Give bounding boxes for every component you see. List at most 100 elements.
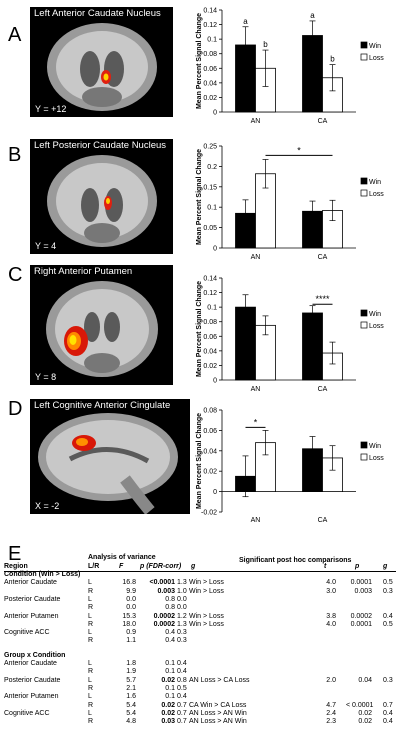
cell-f: 0.9 <box>126 629 136 637</box>
cell-region: Anterior Caudate <box>4 660 57 667</box>
y-tick-label: 0.06 <box>203 66 217 73</box>
y-axis-label: Mean Percent Signal Change <box>196 413 203 509</box>
brain-image-c: Y = 8 Right Anterior Putamen <box>30 265 173 385</box>
cell-lr: L <box>88 629 92 637</box>
legend-swatch-loss <box>360 453 368 461</box>
cell-t: 2.0 <box>326 676 336 684</box>
cell-p: 0.1 <box>165 660 175 667</box>
cell-region: Posterior Caudate <box>4 676 61 684</box>
cell-g2: 0.5 <box>383 620 393 628</box>
cell-f: 4.8 <box>126 718 136 726</box>
coronal-brain-scan-a <box>47 23 157 111</box>
x-category-label: CA <box>318 386 328 393</box>
table-row: Cognitive ACC L 0.9 0.4 0.3 <box>4 629 399 639</box>
cell-lr: R <box>88 701 94 709</box>
cell-p: <0.0001 <box>149 579 176 587</box>
brain-coord-b: Y = 4 <box>35 241 57 251</box>
legend-swatch-win <box>360 309 368 317</box>
header-region: Region <box>4 563 28 570</box>
legend-swatch-loss <box>360 53 368 61</box>
cell-g: 0.7 <box>177 709 187 717</box>
brain-image-d: Left Cognitive Anterior Cingulate X = -2 <box>30 399 190 514</box>
header-lr: L/R <box>88 563 100 570</box>
cell-g: 1.3 <box>177 620 187 628</box>
cell-p2: 0.04 <box>358 676 372 684</box>
cell-t: 4.0 <box>326 579 336 587</box>
cell-g: 0.0 <box>177 595 187 603</box>
cell-p2: 0.0001 <box>350 620 372 628</box>
y-tick-label: 0.06 <box>203 334 217 341</box>
brain-title-d: Left Cognitive Anterior Cingulate <box>34 400 171 411</box>
stats-table-title-anova: Analysis of variance <box>88 554 156 561</box>
y-tick-label: 0.08 <box>203 51 217 58</box>
header-g2: g <box>383 563 388 570</box>
cell-f: 5.4 <box>126 701 136 709</box>
legend-swatch-loss <box>360 321 368 329</box>
cell-lr: R <box>88 587 94 595</box>
cell-comp: CA Win > CA Loss <box>189 701 247 709</box>
cell-p2: 0.02 <box>358 709 372 717</box>
table-row: R 1.9 0.1 0.4 <box>4 668 399 678</box>
table-row: Anterior Caudate L 16.8 <0.0001 1.3 Win > Los… <box>4 579 399 589</box>
cell-g: 0.0 <box>177 604 187 612</box>
cell-f: 16.8 <box>122 579 136 587</box>
table-row: Anterior Putamen L 15.3 0.0002 1.2 Win > Loss… <box>4 613 399 623</box>
table-row: Anterior Putamen L 1.6 0.1 0.4 <box>4 693 399 703</box>
table-row: Posterior Caudate L 0.0 0.8 0.0 <box>4 596 399 606</box>
y-tick-label: 0.1 <box>207 305 217 312</box>
cell-f: 15.3 <box>122 612 136 620</box>
cell-lr: R <box>88 668 94 676</box>
header-t: t <box>324 563 327 570</box>
cell-p: 0.02 <box>161 709 175 717</box>
cell-lr: L <box>88 709 92 717</box>
cell-lr: R <box>88 637 94 645</box>
y-tick-label: 0.08 <box>203 408 217 415</box>
table-row: R 1.1 0.4 0.3 <box>4 637 399 647</box>
cell-g2: 0.4 <box>383 718 393 726</box>
x-category-label: AN <box>251 254 261 261</box>
brain-title-c: Right Anterior Putamen <box>34 266 133 277</box>
cell-t: 2.3 <box>326 718 336 726</box>
cell-lr: R <box>88 604 94 612</box>
y-axis-label: Mean Percent Signal Change <box>196 149 203 245</box>
panel-letter-b: B <box>8 144 22 166</box>
y-tick-label: 0.04 <box>203 80 217 87</box>
significance-letter: b <box>263 40 268 49</box>
stats-table-header: Region L/R F p (FDR-corr) g t p g <box>4 563 399 573</box>
cell-g: 0.4 <box>177 660 187 667</box>
cell-f: 18.0 <box>122 620 136 628</box>
x-category-label: CA <box>318 118 328 125</box>
cell-lr: L <box>88 579 92 587</box>
cell-comp: AN Loss > CA Loss <box>189 676 250 684</box>
significance-marker: **** <box>315 294 330 304</box>
panel-letter-a: A <box>8 24 22 46</box>
y-tick-label: 0.1 <box>207 205 217 212</box>
brain-coord-d: X = -2 <box>35 501 60 511</box>
cell-lr: R <box>88 718 94 726</box>
legend-label-loss: Loss <box>369 323 384 330</box>
cell-g2: 0.7 <box>383 701 393 709</box>
cell-p2: 0.0002 <box>350 612 372 620</box>
y-tick-label: 0.25 <box>203 144 217 151</box>
stats-table-title-posthoc: Significant post hoc comparisons <box>239 557 352 564</box>
coronal-brain-scan-c <box>46 281 158 377</box>
y-axis-label: Mean Percent Signal Change <box>196 281 203 377</box>
table-row: R 0.0 0.8 0.0 <box>4 604 399 614</box>
table-header-rule <box>4 571 396 572</box>
y-tick-label: 0 <box>213 246 217 253</box>
cell-g: 0.7 <box>177 701 187 709</box>
legend-label-win: Win <box>369 43 381 50</box>
y-tick-label: 0.02 <box>203 469 217 476</box>
cell-p: 0.0002 <box>153 620 175 628</box>
cell-g2: 0.4 <box>383 612 393 620</box>
cell-g: 0.4 <box>177 693 187 701</box>
legend-swatch-win <box>360 441 368 449</box>
cell-f: 1.6 <box>126 693 136 701</box>
cell-p: 0.8 <box>165 604 175 612</box>
cell-region: Anterior Putamen <box>4 693 59 701</box>
x-category-label: CA <box>318 254 328 261</box>
cell-p: 0.003 <box>157 587 175 595</box>
legend-label-loss: Loss <box>369 455 384 462</box>
y-tick-label: 0.02 <box>203 363 217 370</box>
